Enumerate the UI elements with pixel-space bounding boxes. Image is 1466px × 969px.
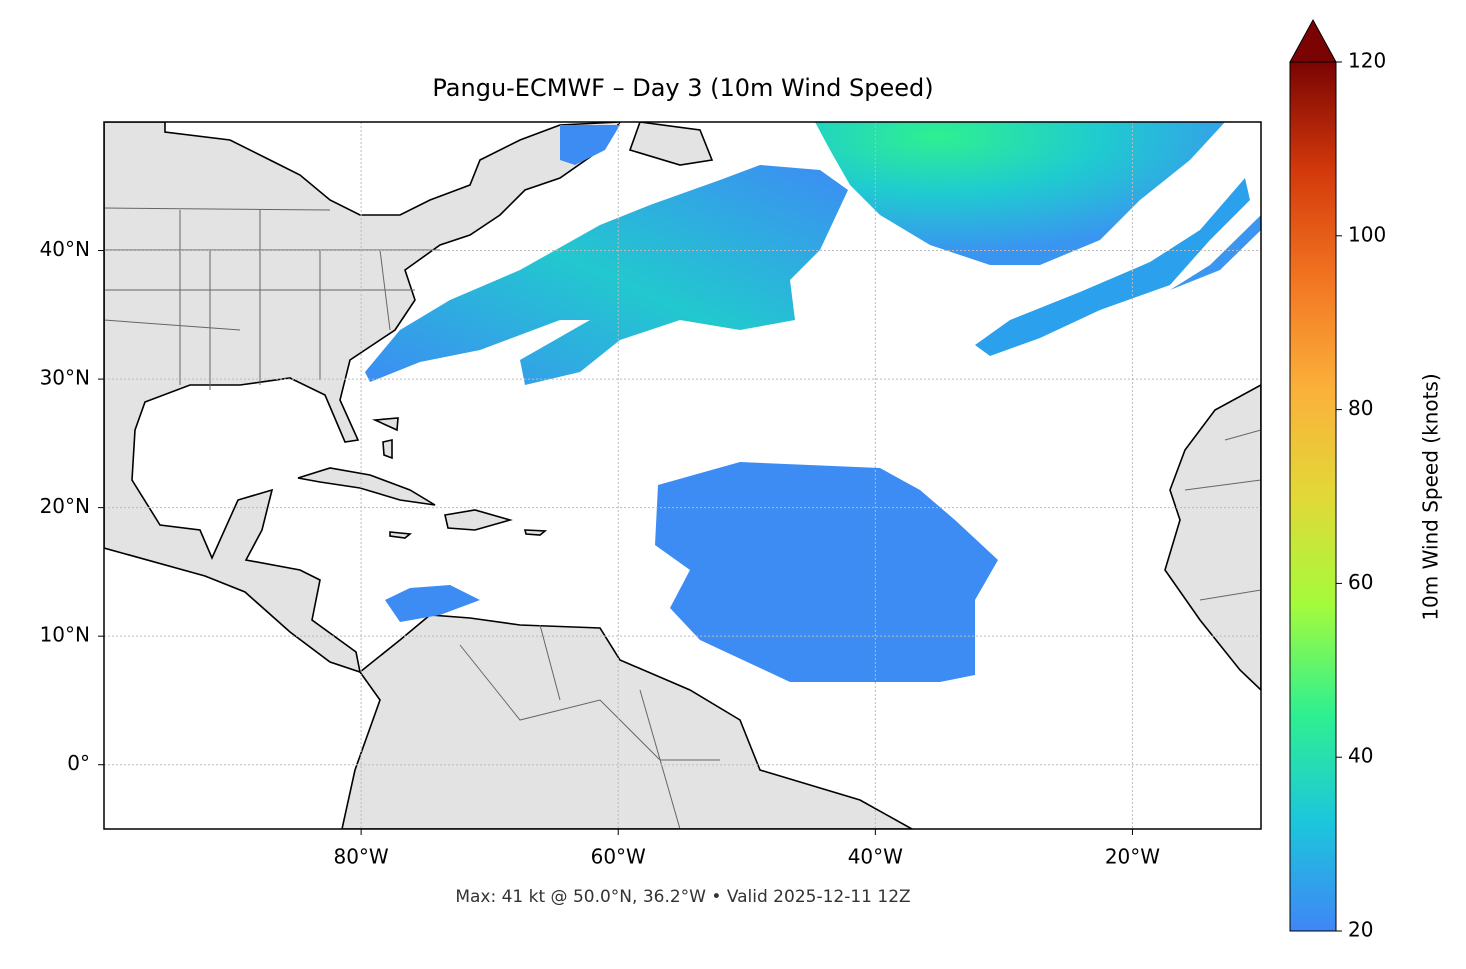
- map: [104, 122, 1261, 829]
- y-tick-label: 10°N: [40, 623, 90, 647]
- y-tick-label: 0°: [67, 751, 90, 775]
- colorbar-scale: [1289, 61, 1337, 932]
- wind-field: [365, 122, 1261, 682]
- map-frame: [103, 121, 1262, 830]
- borders: [104, 207, 1261, 829]
- colorbar-tick-label: 20: [1348, 918, 1373, 942]
- colorbar-tick-label: 80: [1348, 396, 1373, 420]
- y-tick-label: 20°N: [40, 494, 90, 518]
- y-tick-label: 30°N: [40, 366, 90, 390]
- colorbar-label: 10m Wind Speed (knots): [1419, 373, 1443, 620]
- grid: [104, 122, 1261, 829]
- colorbar-extension: [1289, 18, 1337, 63]
- y-tick-label: 40°N: [40, 237, 90, 261]
- axes: 80°W 60°W 40°W 20°W 0° 10°N 20°N 30°N 40°N: [40, 237, 1161, 868]
- x-tick-label: 40°W: [848, 845, 903, 869]
- colorbar-tick-label: 100: [1348, 222, 1386, 246]
- chart-title: Pangu-ECMWF – Day 3 (10m Wind Speed): [432, 74, 933, 102]
- colorbar-tick-label: 40: [1348, 744, 1373, 768]
- x-tick-label: 20°W: [1105, 845, 1160, 869]
- colorbar-tick-label: 120: [1348, 49, 1386, 73]
- land: [104, 122, 1261, 829]
- footnote: Max: 41 kt @ 50.0°N, 36.2°W • Valid 2025…: [455, 887, 910, 907]
- colorbar: 10m Wind Speed (knots) 20 40 60 80 100 120: [1289, 18, 1443, 942]
- colorbar-tick-label: 60: [1348, 570, 1373, 594]
- x-tick-label: 60°W: [591, 845, 646, 869]
- x-tick-label: 80°W: [333, 845, 388, 869]
